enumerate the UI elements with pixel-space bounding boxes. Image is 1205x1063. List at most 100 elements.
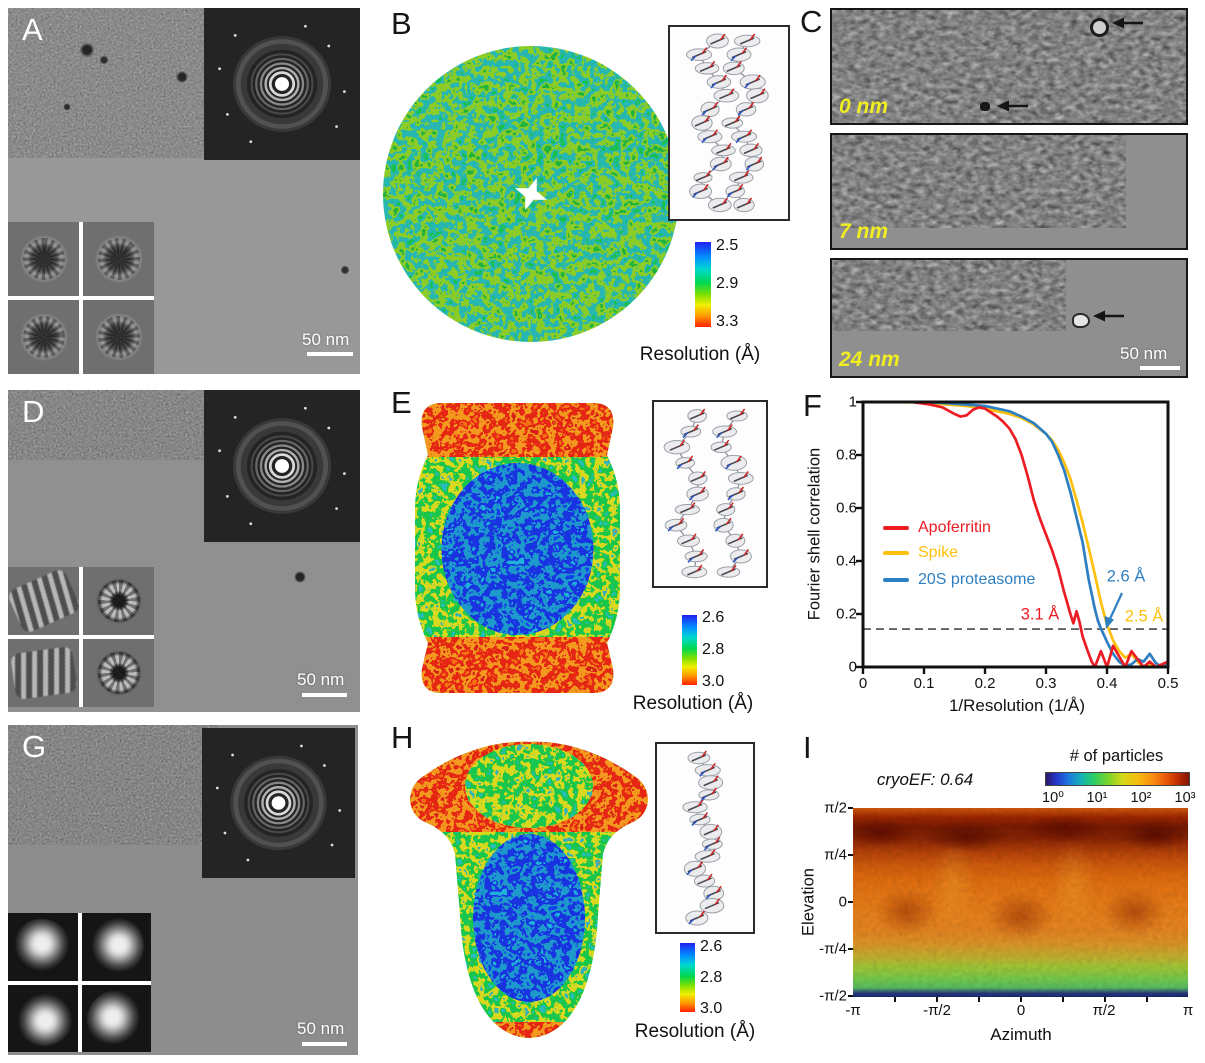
spike-2d-class bbox=[81, 984, 151, 1052]
elevation-tick: 0 bbox=[838, 893, 847, 911]
scale-bar-a bbox=[307, 352, 353, 356]
tick-mark bbox=[936, 997, 938, 1002]
particle-feature bbox=[1072, 313, 1090, 328]
tick-mark bbox=[848, 995, 853, 997]
fsc-ytick: 0.2 bbox=[836, 605, 857, 623]
tomo-slice-texture bbox=[832, 260, 1066, 331]
cryoef-score: cryoEF: 0.64 bbox=[876, 770, 974, 789]
panel-i-label: I bbox=[803, 730, 812, 765]
azimuth-tick: -π/2 bbox=[923, 1002, 951, 1019]
colorbar-h-title: Resolution (Å) bbox=[634, 1021, 756, 1042]
tomo-slice-0nm: 0 nm bbox=[830, 8, 1188, 125]
spike-2d-class bbox=[14, 918, 71, 975]
panel-c-label: C bbox=[800, 4, 823, 39]
azimuth-tick: π bbox=[1182, 1002, 1194, 1019]
tick-mark bbox=[848, 901, 853, 903]
colorbar-tick-1e0: 10⁰ bbox=[1042, 790, 1064, 806]
class-average-cell bbox=[83, 222, 154, 296]
scale-bar-c bbox=[1140, 366, 1180, 370]
tomo-slice-24nm: 24 nm 50 nm bbox=[830, 258, 1188, 378]
legend-label: Spike bbox=[918, 544, 959, 561]
particles-colorbar-title: # of particles bbox=[1069, 747, 1164, 765]
legend-swatch bbox=[883, 577, 909, 583]
apoferritin-resolution-map bbox=[383, 46, 679, 342]
class-average-cell bbox=[83, 639, 154, 707]
panel-d-label: D bbox=[22, 394, 45, 429]
micrograph-g-texture bbox=[8, 725, 218, 845]
scale-bar-label-a: 50 nm bbox=[302, 330, 350, 349]
model-density-inset-e bbox=[652, 400, 768, 588]
fsc-ytick: 0.6 bbox=[836, 499, 857, 517]
class-average-cell bbox=[8, 567, 79, 635]
spike-resolution-map bbox=[410, 741, 648, 1039]
atomic-model-b bbox=[686, 33, 769, 213]
colorbar-b-title: Resolution (Å) bbox=[639, 344, 761, 365]
class-average-cell bbox=[83, 567, 154, 635]
colorbar-e-mid: 2.8 bbox=[702, 641, 725, 658]
class-average-cell bbox=[8, 913, 78, 981]
spike-2d-class bbox=[8, 984, 78, 1052]
particle-2d-class bbox=[13, 229, 74, 289]
fft-inset-g bbox=[202, 728, 355, 878]
fsc-ytick: 0.4 bbox=[836, 552, 857, 570]
fsc-ytick: 1 bbox=[848, 393, 857, 411]
annotation-2-6-angstrom: 2.6 Å bbox=[1106, 567, 1146, 586]
legend-swatch bbox=[883, 550, 909, 556]
elevation-tick: -π/4 bbox=[819, 940, 847, 958]
annotation-2-5-angstrom: 2.5 Å bbox=[1124, 607, 1164, 626]
azimuth-tick: -π bbox=[845, 1002, 861, 1019]
panel-h-spike-map: H 2.6 2.8 3.0 Resolution (Å) bbox=[375, 720, 795, 1063]
proteasome-top-view bbox=[83, 639, 154, 707]
class-averages-a bbox=[8, 222, 154, 374]
class-averages-d bbox=[8, 567, 154, 707]
legend-label: 20S proteasome bbox=[918, 571, 1036, 588]
panel-e-proteasome-map: E 2.6 2.8 3.0 Resolution (Å) bbox=[375, 385, 795, 715]
panel-g-label: G bbox=[22, 729, 47, 764]
colorbar-b-bottom: 3.3 bbox=[716, 313, 739, 330]
legend-label: Apoferritin bbox=[918, 519, 991, 536]
model-density-inset-b bbox=[668, 25, 790, 221]
particles-colorbar bbox=[1045, 772, 1190, 786]
depth-label-0nm: 0 nm bbox=[839, 95, 889, 118]
particle-2d-class bbox=[8, 302, 79, 372]
spike-2d-class bbox=[81, 913, 151, 981]
scale-bar-g bbox=[302, 1042, 347, 1046]
central-pore bbox=[515, 178, 547, 210]
legend-item-20s-proteasome: 20S proteasome bbox=[883, 571, 1035, 589]
scale-bar-label-c: 50 nm bbox=[1120, 344, 1168, 363]
panel-d-micrograph: D 50 nm bbox=[8, 390, 360, 712]
particle-feature bbox=[980, 102, 990, 111]
fsc-xtick: 0.3 bbox=[1035, 675, 1057, 692]
tick-mark bbox=[1062, 997, 1064, 1002]
fsc-xtick: 0 bbox=[858, 675, 868, 692]
elevation-tick: -π/2 bbox=[819, 987, 847, 1005]
azimuth-axis-label: Azimuth bbox=[990, 1025, 1052, 1044]
colorbar-h-mid: 2.8 bbox=[700, 969, 723, 986]
proteasome-side-view bbox=[9, 645, 78, 701]
fft-inset-d bbox=[204, 390, 360, 542]
resolution-colorbar-h bbox=[680, 943, 695, 1012]
micrograph-g bbox=[8, 725, 358, 1055]
colorbar-e-title: Resolution (Å) bbox=[632, 693, 754, 714]
scale-bar-label-g: 50 nm bbox=[297, 1019, 345, 1038]
panel-a-micrograph: A 50 nm bbox=[8, 8, 360, 374]
elevation-tick: π/4 bbox=[824, 846, 847, 864]
resolution-colorbar-b bbox=[695, 242, 711, 327]
resolution-colorbar-e bbox=[682, 615, 697, 685]
particle-2d-class bbox=[83, 222, 154, 296]
fsc-xtick: 0.2 bbox=[974, 675, 996, 692]
tick-mark bbox=[1146, 997, 1148, 1002]
colorbar-e-top: 2.6 bbox=[702, 609, 725, 626]
particle-feature bbox=[1090, 18, 1109, 37]
tomo-slice-7nm: 7 nm bbox=[830, 133, 1188, 250]
class-average-cell bbox=[81, 913, 151, 981]
class-average-cell bbox=[81, 984, 151, 1052]
scale-bar-d bbox=[302, 693, 347, 697]
proteasome-side-view bbox=[8, 567, 79, 635]
panel-b-apoferritin-map: B 2.5 2.9 3.3 Resolution (Å) bbox=[375, 8, 795, 385]
class-average-cell bbox=[83, 300, 154, 374]
azimuth-tick: π/2 bbox=[1092, 1002, 1116, 1019]
panel-f-fsc-plot: F Fourier shell correlation 0 0.2 0.4 0.… bbox=[795, 390, 1205, 720]
annotation-3-1-angstrom: 3.1 Å bbox=[1020, 605, 1060, 624]
proteasome-resolution-map bbox=[415, 403, 620, 693]
